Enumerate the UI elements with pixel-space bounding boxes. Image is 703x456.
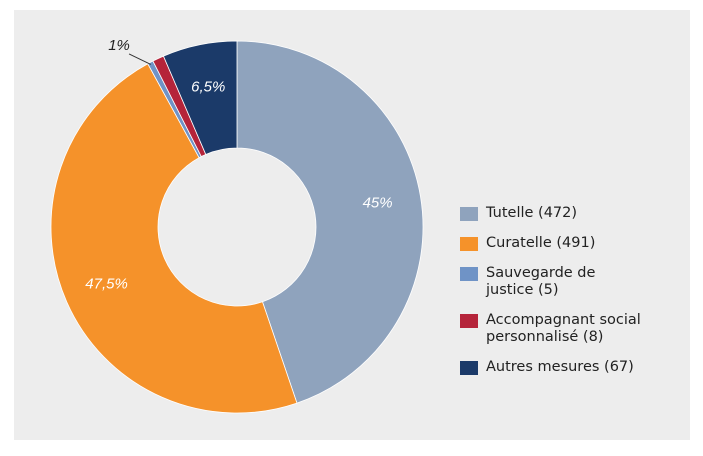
legend-item: Curatelle (491) xyxy=(460,235,680,252)
legend: Tutelle (472) Curatelle (491) Sauvegarde d… xyxy=(460,205,680,389)
legend-swatch xyxy=(460,237,478,251)
legend-label: Autres mesures (67) xyxy=(486,359,634,375)
legend-label: Accompagnant social personnalisé (8) xyxy=(486,312,641,345)
legend-item: Tutelle (472) xyxy=(460,205,680,222)
legend-label: Sauvegarde de justice (5) xyxy=(486,265,596,298)
slice-label: 6,5% xyxy=(191,78,225,95)
legend-swatch xyxy=(460,267,478,281)
leader-line xyxy=(128,53,152,65)
legend-label: Curatelle (491) xyxy=(486,235,596,251)
legend-item: Autres mesures (67) xyxy=(460,359,680,376)
slice-label: 47,5% xyxy=(85,275,128,292)
legend-item: Accompagnant social personnalisé (8) xyxy=(460,312,676,346)
slice-label: 45% xyxy=(363,195,393,212)
legend-swatch xyxy=(460,207,478,221)
legend-swatch xyxy=(460,314,478,328)
legend-item: Sauvegarde de justice (5) xyxy=(460,265,626,299)
donut-slice xyxy=(236,40,424,404)
slice-label: 1% xyxy=(108,37,130,54)
donut-slice xyxy=(162,40,238,155)
legend-swatch xyxy=(460,361,478,375)
legend-label: Tutelle (472) xyxy=(486,205,578,221)
donut-slice xyxy=(50,63,298,414)
